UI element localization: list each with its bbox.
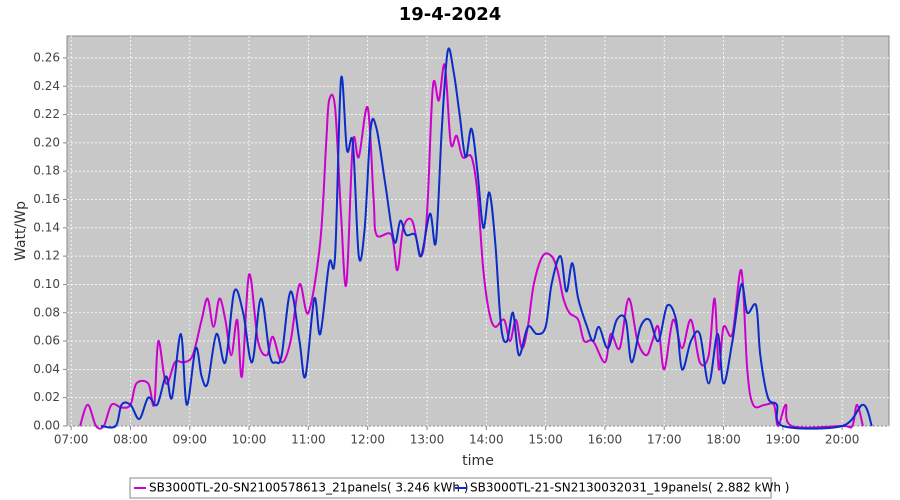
- x-tick-label: 10:00: [232, 433, 267, 447]
- legend: [129, 477, 772, 499]
- x-tick-label: 18:00: [706, 433, 741, 447]
- x-tick-label: 15:00: [528, 433, 563, 447]
- y-axis-label: Watt/Wp: [13, 201, 29, 261]
- y-tick-label: 0.08: [33, 305, 60, 319]
- y-tick-label: 0.26: [33, 50, 60, 64]
- x-tick-label: 14:00: [469, 433, 504, 447]
- x-tick-label: 08:00: [113, 433, 148, 447]
- x-tick-label: 13:00: [410, 433, 445, 447]
- y-tick-label: 0.14: [33, 220, 60, 234]
- x-tick-label: 12:00: [350, 433, 385, 447]
- y-tick-label: 0.10: [33, 277, 60, 291]
- x-tick-label: 11:00: [291, 433, 326, 447]
- series-line: [100, 47, 873, 430]
- x-axis-label: time: [462, 453, 494, 469]
- y-tick-label: 0.00: [33, 419, 60, 433]
- legend-label: SB3000TL-20-SN2100578613_21panels( 3.246…: [149, 481, 468, 495]
- x-tick-label: 09:00: [172, 433, 207, 447]
- x-tick-label: 16:00: [588, 433, 623, 447]
- y-tick-label: 0.12: [33, 249, 60, 263]
- y-tick-label: 0.18: [33, 164, 60, 178]
- series-line: [79, 63, 864, 430]
- y-tick-label: 0.04: [33, 362, 60, 376]
- y-tick-label: 0.20: [33, 135, 60, 149]
- y-tick-label: 0.02: [33, 390, 60, 404]
- plot-area: [66, 35, 890, 427]
- y-tick-label: 0.16: [33, 192, 60, 206]
- y-tick-label: 0.22: [33, 107, 60, 121]
- chart-title: 19-4-2024: [399, 4, 502, 25]
- x-tick-label: 19:00: [766, 433, 801, 447]
- y-tick-label: 0.24: [33, 79, 60, 93]
- x-tick-label: 07:00: [54, 433, 89, 447]
- x-tick-label: 17:00: [647, 433, 682, 447]
- y-tick-label: 0.06: [33, 334, 60, 348]
- x-tick-label: 20:00: [825, 433, 860, 447]
- legend-label: SB3000TL-21-SN2130032031_19panels( 2.882…: [470, 481, 789, 495]
